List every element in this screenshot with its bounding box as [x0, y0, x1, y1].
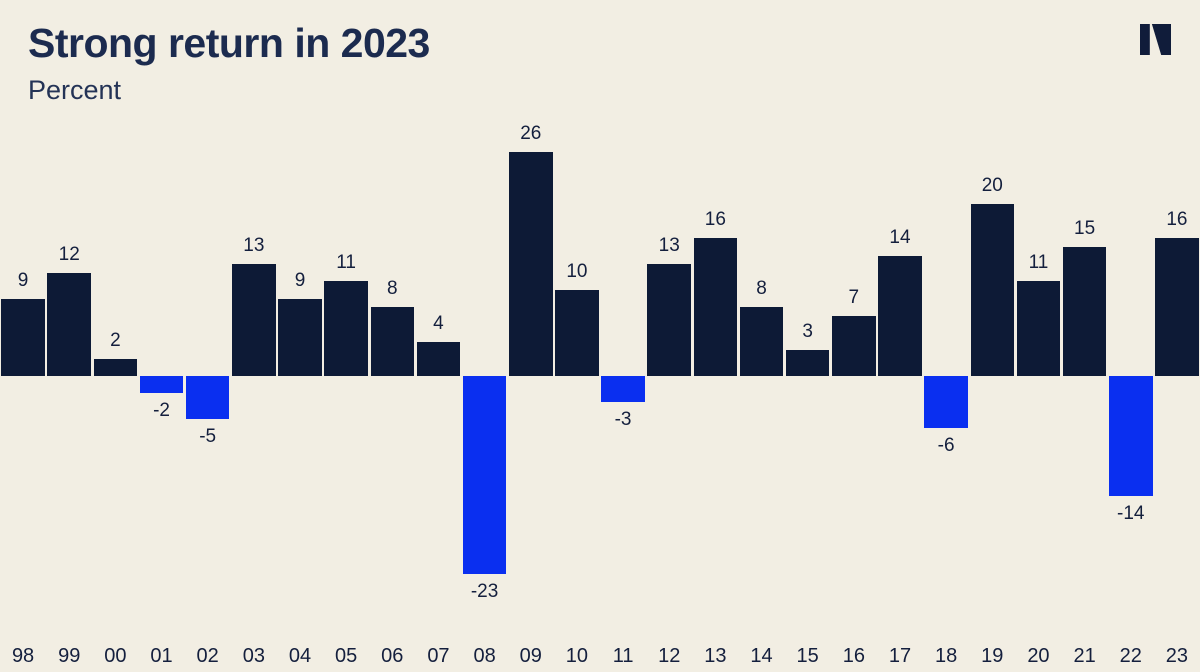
- bar-value-label: -3: [614, 408, 632, 430]
- bar-value-label: 10: [566, 261, 588, 282]
- x-axis-label: 06: [381, 645, 404, 667]
- bar-value-label: 7: [848, 286, 860, 308]
- page-title: Strong return in 2023: [28, 20, 430, 66]
- x-axis-label: 19: [981, 645, 1004, 667]
- x-axis-label: 02: [196, 645, 219, 667]
- bar-value-label: 11: [1028, 252, 1049, 274]
- bar-23: [1155, 238, 1199, 376]
- bar-value-label: 12: [58, 243, 80, 265]
- x-axis-label: 23: [1165, 645, 1189, 667]
- bar-01: [139, 376, 184, 394]
- x-axis-label: 98: [11, 645, 35, 667]
- bar-99: [47, 272, 91, 376]
- bar-00: [93, 358, 138, 376]
- bar-10: [555, 290, 599, 376]
- bar-07: [416, 341, 461, 376]
- x-axis-label: 17: [888, 645, 912, 667]
- x-axis-label: 11: [612, 645, 634, 667]
- bar-value-label: -23: [470, 580, 499, 602]
- bar-12: [647, 264, 691, 376]
- x-axis-label: 15: [796, 645, 819, 667]
- bar-value-label: -5: [199, 426, 217, 447]
- bar-21: [1062, 247, 1107, 376]
- bar-value-label: 9: [294, 269, 306, 291]
- bar-02: [185, 376, 230, 419]
- bar-value-label: 13: [658, 235, 680, 257]
- bar-value-label: -14: [1117, 503, 1145, 525]
- x-axis-label: 00: [104, 645, 127, 667]
- bar-value-label: 16: [1166, 209, 1188, 231]
- x-axis-label: 01: [150, 645, 173, 667]
- bar-value-label: 14: [889, 226, 911, 248]
- bar-value-label: 4: [433, 312, 444, 334]
- bar-18: [924, 376, 968, 428]
- bar-value-label: 3: [802, 321, 813, 343]
- bar-value-label: -6: [937, 434, 955, 456]
- bar-09: [508, 152, 553, 376]
- bar-14: [739, 307, 784, 376]
- x-axis-label: 21: [1073, 645, 1096, 667]
- x-axis-label: 08: [473, 645, 496, 667]
- bar-11: [601, 376, 645, 402]
- x-axis-label: 03: [242, 645, 265, 667]
- bar-value-label: 20: [981, 175, 1003, 196]
- bar-value-label: 8: [387, 278, 398, 300]
- bar-value-label: 9: [17, 269, 29, 291]
- n-logo-icon: [1140, 24, 1171, 55]
- bar-06: [370, 307, 415, 376]
- bar-value-label: 26: [520, 123, 542, 145]
- bar-value-label: 13: [243, 235, 265, 257]
- bar-value-label: 8: [756, 278, 767, 300]
- x-axis-label: 13: [704, 645, 727, 667]
- bar-value-label: 2: [110, 329, 121, 351]
- bar-08: [462, 376, 507, 574]
- x-axis-label: 22: [1119, 645, 1142, 667]
- x-axis-label: 16: [842, 645, 865, 667]
- bar-value-label: 16: [704, 209, 726, 231]
- x-axis-label: 20: [1027, 645, 1050, 667]
- x-axis-label: 18: [935, 645, 958, 667]
- bar-20: [1016, 281, 1061, 376]
- x-axis-label: 07: [427, 645, 450, 667]
- x-axis-label: 99: [58, 645, 81, 667]
- page-subtitle: Percent: [28, 75, 122, 105]
- x-axis-label: 04: [288, 645, 312, 667]
- bar-value-label: 11: [336, 252, 356, 274]
- x-axis-label: 10: [565, 645, 589, 667]
- bar-05: [324, 281, 368, 376]
- bar-22: [1108, 376, 1153, 497]
- bar-15: [785, 350, 830, 376]
- x-axis-label: 09: [519, 645, 542, 667]
- x-axis-label: 14: [750, 645, 773, 667]
- x-axis-label: 12: [658, 645, 681, 667]
- bar-17: [878, 255, 922, 376]
- bar-04: [278, 298, 322, 376]
- bar-13: [693, 238, 738, 376]
- bar-16: [832, 315, 876, 376]
- bar-19: [970, 204, 1015, 376]
- x-axis-label: 05: [335, 645, 358, 667]
- bar-03: [232, 264, 276, 376]
- bar-value-label: 15: [1074, 218, 1096, 239]
- bar-value-label: -2: [153, 400, 170, 422]
- bar-98: [1, 298, 45, 376]
